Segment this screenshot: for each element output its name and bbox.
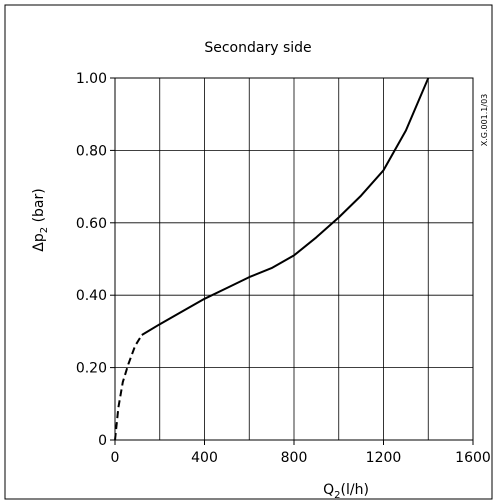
series-line-dashed [114, 334, 143, 441]
chart-title: Secondary side [204, 40, 311, 56]
x-tick-label: 800 [281, 450, 308, 466]
x-axis-label: Q2(l/h) [323, 482, 369, 501]
y-tick-label: 1.00 [76, 71, 107, 87]
y-axis-label-unit: (bar) [31, 188, 47, 227]
curves [114, 77, 430, 441]
y-tick-label: 0.80 [76, 143, 107, 159]
y-axis-label-sub: 2 [39, 227, 50, 233]
y-axis-label: Δp2 (bar) [31, 188, 50, 251]
series-line-solid [141, 77, 430, 336]
x-axis-label-unit: (l/h) [341, 482, 369, 498]
x-axis-label-main: Q [323, 482, 334, 498]
ticks: 0 400 800 1200 1600 0 0.20 0.40 0.60 0.80 1.00 [76, 71, 491, 466]
y-tick-label: 0.20 [76, 361, 107, 377]
x-tick-label: 0 [111, 450, 120, 466]
x-tick-label: 1200 [366, 450, 402, 466]
y-tick-label: 0.60 [76, 216, 107, 232]
x-axis-label-sub: 2 [334, 490, 340, 501]
frame-border [4, 4, 493, 500]
y-tick-label: 0 [98, 433, 107, 449]
x-tick-label: 400 [191, 450, 218, 466]
y-axis-label-main: Δp [31, 233, 47, 252]
x-tick-label: 1600 [455, 450, 491, 466]
y-tick-label: 0.40 [76, 288, 107, 304]
figure-code: X.G.001.1/03 [480, 94, 489, 147]
grid [114, 77, 474, 441]
